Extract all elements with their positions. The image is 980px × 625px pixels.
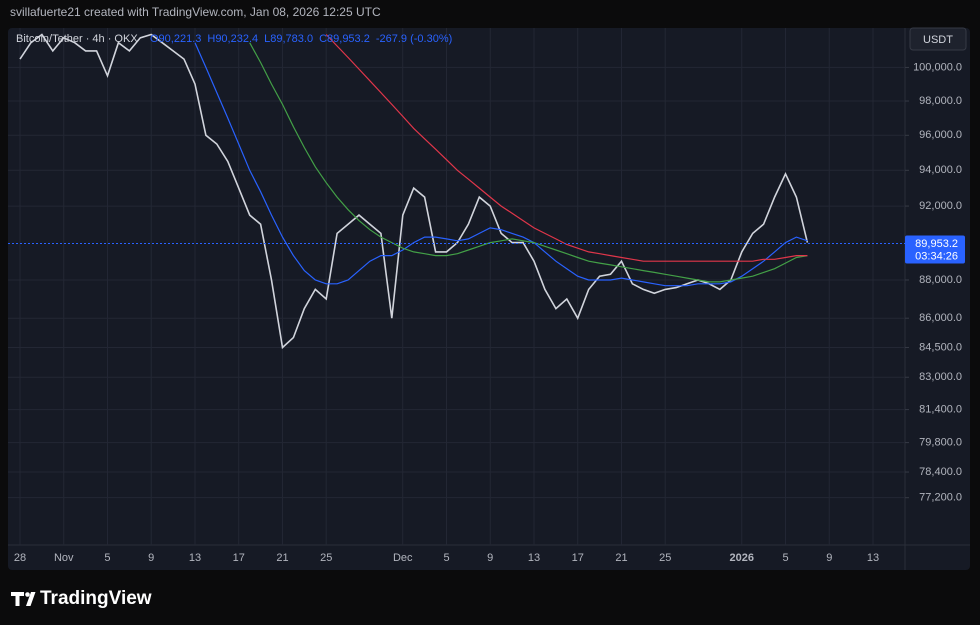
ohlc-value: H90,232.4	[207, 33, 258, 45]
x-tick-label: 13	[867, 552, 879, 564]
x-tick-label: 9	[826, 552, 832, 564]
ohlc-value: C89,953.2	[319, 33, 370, 45]
x-tick-label: 5	[104, 552, 110, 564]
y-tick-label: 83,000.0	[919, 371, 962, 383]
x-tick-label: 13	[528, 552, 540, 564]
last-price-box	[905, 235, 965, 264]
x-tick-label: 5	[782, 552, 788, 564]
y-tick-label: 98,000.0	[919, 95, 962, 107]
x-tick-label: 5	[443, 552, 449, 564]
header: svillafuerte21 created with TradingView.…	[10, 5, 381, 19]
y-tick-label: 86,000.0	[919, 312, 962, 324]
price-line	[249, 42, 808, 283]
x-tick-label: 17	[233, 552, 245, 564]
last-price: 89,953.2	[915, 238, 958, 250]
x-tick-label: 28	[14, 552, 26, 564]
x-tick-label: 21	[276, 552, 288, 564]
ohlc-value: O90,221.3	[150, 33, 201, 45]
y-tick-label: 100,000.0	[913, 61, 962, 73]
x-tick-label: 9	[487, 552, 493, 564]
price-line	[19, 33, 809, 350]
x-tick-label: 21	[615, 552, 627, 564]
x-tick-label: 25	[659, 552, 671, 564]
y-tick-label: 79,800.0	[919, 437, 962, 449]
currency[interactable]: USDT	[923, 34, 953, 46]
brand-logo: TradingView	[11, 588, 152, 609]
ohlc-value: -267.9 (-0.30%)	[376, 33, 452, 45]
brand: TradingView	[40, 588, 152, 609]
y-tick-label: 96,000.0	[919, 129, 962, 141]
price-line	[325, 34, 808, 262]
symbol: Bitcoin/Tether · 4h · OKX	[16, 33, 138, 45]
x-tick-label: Dec	[393, 552, 413, 564]
x-tick-label: Nov	[54, 552, 74, 564]
y-tick-label: 92,000.0	[919, 200, 962, 212]
y-tick-label: 78,400.0	[919, 466, 962, 478]
x-tick-label: 9	[148, 552, 154, 564]
x-tick-label: 17	[572, 552, 584, 564]
price-line	[194, 42, 808, 287]
y-tick-label: 81,400.0	[919, 404, 962, 416]
y-tick-label: 88,000.0	[919, 274, 962, 286]
x-tick-label: 25	[320, 552, 332, 564]
x-tick-label: 13	[189, 552, 201, 564]
chart-frame	[8, 28, 970, 570]
countdown: 03:34:26	[915, 250, 958, 262]
ohlc-value: L89,783.0	[264, 33, 313, 45]
y-tick-label: 94,000.0	[919, 164, 962, 176]
currency-button[interactable]	[909, 27, 967, 51]
x-tick-label: 2026	[730, 552, 754, 564]
y-tick-label: 84,500.0	[919, 341, 962, 353]
y-tick-label: 77,200.0	[919, 492, 962, 504]
